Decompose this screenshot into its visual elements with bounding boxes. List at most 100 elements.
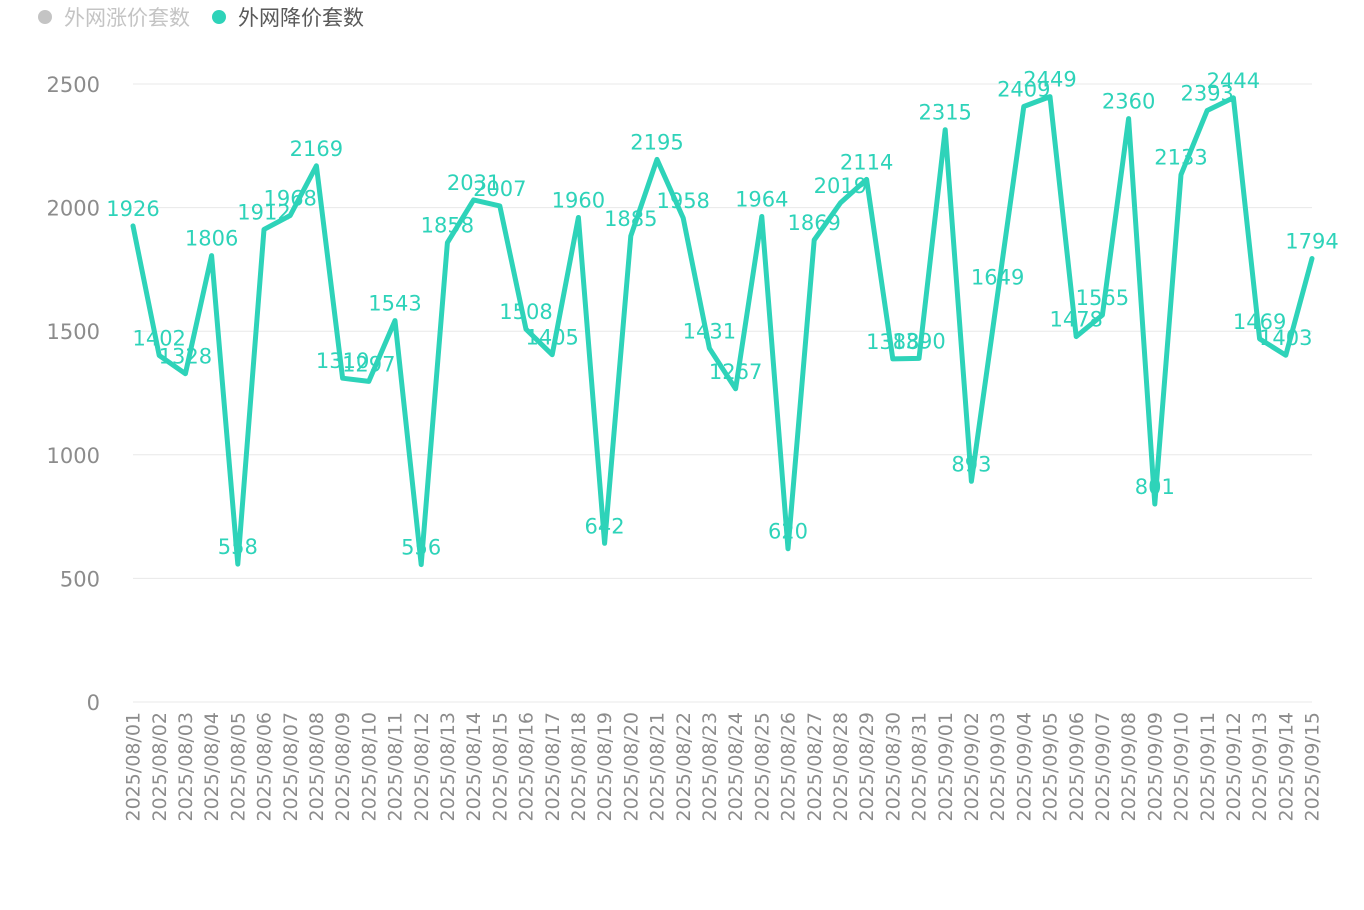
y-tick-label: 2000 <box>47 197 100 221</box>
x-tick-label: 2025/08/28 <box>830 712 852 822</box>
x-tick-label: 2025/08/03 <box>175 712 197 822</box>
x-tick-label: 2025/09/02 <box>961 712 983 822</box>
legend-dot-icon <box>38 10 52 24</box>
data-label: 1508 <box>499 300 552 324</box>
data-label: 893 <box>951 452 991 476</box>
x-tick-label: 2025/08/25 <box>751 712 773 822</box>
data-label: 620 <box>768 520 808 544</box>
x-tick-label: 2025/08/05 <box>227 712 249 822</box>
data-label: 2315 <box>918 101 971 125</box>
x-tick-label: 2025/08/09 <box>332 712 354 822</box>
data-label: 1478 <box>1049 308 1102 332</box>
x-tick-label: 2025/08/20 <box>620 712 642 822</box>
x-tick-label: 2025/09/07 <box>1092 712 1114 822</box>
x-tick-label: 2025/08/15 <box>489 712 511 822</box>
x-tick-label: 2025/08/23 <box>699 712 721 822</box>
x-tick-label: 2025/09/03 <box>987 712 1009 822</box>
x-tick-label: 2025/09/06 <box>1066 712 1088 822</box>
x-tick-label: 2025/09/11 <box>1197 712 1219 822</box>
data-label: 1405 <box>525 326 578 350</box>
y-tick-label: 2500 <box>47 73 100 97</box>
x-tick-label: 2025/08/04 <box>201 712 223 822</box>
x-tick-label: 2025/09/01 <box>935 712 957 822</box>
x-tick-label: 2025/09/04 <box>1013 712 1035 822</box>
data-label: 1869 <box>787 211 840 235</box>
data-label: 1806 <box>185 227 238 251</box>
data-label: 1794 <box>1285 230 1338 254</box>
data-label: 2360 <box>1102 90 1155 114</box>
x-tick-label: 2025/08/27 <box>804 712 826 822</box>
data-label: 2007 <box>473 177 526 201</box>
y-tick-label: 500 <box>60 567 100 591</box>
x-tick-label: 2025/08/14 <box>463 712 485 822</box>
x-tick-label: 2025/09/08 <box>1118 712 1140 822</box>
data-label: 1968 <box>263 187 316 211</box>
data-label: 801 <box>1135 475 1175 499</box>
data-label: 1403 <box>1259 326 1312 350</box>
x-tick-label: 2025/09/05 <box>1040 712 1062 822</box>
data-label: 2195 <box>630 130 683 154</box>
data-label: 2169 <box>290 137 343 161</box>
data-label: 1912 <box>237 200 290 224</box>
data-label: 1543 <box>368 292 421 316</box>
legend-dot-icon <box>212 10 226 24</box>
x-tick-label: 2025/08/24 <box>725 712 747 822</box>
x-tick-label: 2025/08/08 <box>306 712 328 822</box>
data-label: 1958 <box>656 189 709 213</box>
data-label: 2409 <box>997 77 1050 101</box>
y-tick-label: 1500 <box>47 320 100 344</box>
x-tick-label: 2025/08/07 <box>280 712 302 822</box>
data-label: 1267 <box>709 360 762 384</box>
data-label: 642 <box>585 514 625 538</box>
data-label: 1402 <box>132 326 185 350</box>
x-tick-label: 2025/08/12 <box>411 712 433 822</box>
data-label: 1431 <box>683 319 736 343</box>
data-label: 1565 <box>1076 286 1129 310</box>
y-tick-label: 0 <box>87 691 100 715</box>
data-label: 1960 <box>552 188 605 212</box>
legend-label: 外网降价套数 <box>238 6 364 30</box>
data-label: 558 <box>218 535 258 559</box>
x-tick-label: 2025/09/10 <box>1171 712 1193 822</box>
x-tick-label: 2025/08/02 <box>149 712 171 822</box>
x-tick-label: 2025/09/13 <box>1249 712 1271 822</box>
data-label: 1388 <box>866 330 919 354</box>
data-label: 2449 <box>1023 68 1076 92</box>
x-tick-label: 2025/08/29 <box>856 712 878 822</box>
data-label: 1310 <box>316 349 369 373</box>
data-label: 2133 <box>1154 146 1207 170</box>
x-tick-label: 2025/08/13 <box>437 712 459 822</box>
x-tick-label: 2025/08/31 <box>909 712 931 822</box>
series-line <box>130 94 1315 568</box>
data-label: 1926 <box>106 197 159 221</box>
x-tick-label: 2025/09/15 <box>1302 712 1324 822</box>
x-tick-label: 2025/08/22 <box>673 712 695 822</box>
data-label: 1885 <box>604 207 657 231</box>
x-tick-label: 2025/08/21 <box>647 712 669 822</box>
data-label: 1328 <box>159 345 212 369</box>
data-label: 556 <box>401 536 441 560</box>
data-label: 2114 <box>840 150 893 174</box>
x-tick-label: 2025/08/10 <box>358 712 380 822</box>
legend-item-price-decrease[interactable]: 外网降价套数 <box>212 2 364 32</box>
data-label: 1469 <box>1233 310 1286 334</box>
data-label: 1964 <box>735 187 788 211</box>
y-tick-label: 1000 <box>47 444 100 468</box>
data-label: 2393 <box>1180 81 1233 105</box>
x-tick-label: 2025/09/12 <box>1223 712 1245 822</box>
x-tick-label: 2025/08/26 <box>778 712 800 822</box>
legend-item-price-increase[interactable]: 外网涨价套数 <box>38 2 190 32</box>
legend-label: 外网涨价套数 <box>64 6 190 30</box>
data-label: 1390 <box>892 329 945 353</box>
data-label: 2031 <box>447 171 500 195</box>
data-label: 1297 <box>342 352 395 376</box>
x-tick-label: 2025/08/18 <box>568 712 590 822</box>
x-tick-label: 2025/08/16 <box>516 712 538 822</box>
data-label: 1649 <box>971 265 1024 289</box>
x-tick-label: 2025/08/01 <box>123 712 145 822</box>
data-label: 2019 <box>814 174 867 198</box>
x-tick-label: 2025/08/19 <box>594 712 616 822</box>
x-tick-label: 2025/09/14 <box>1275 712 1297 822</box>
data-label: 2444 <box>1207 69 1260 93</box>
